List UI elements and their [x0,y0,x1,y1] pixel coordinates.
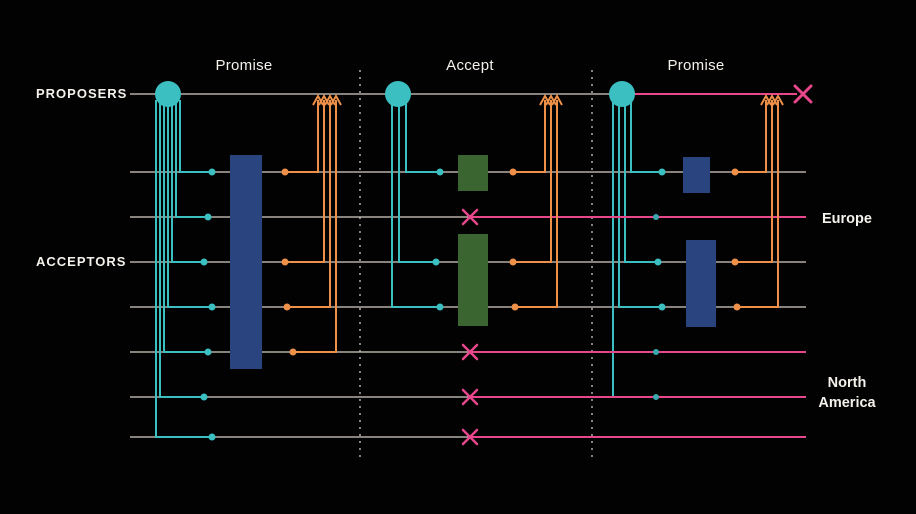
proposer-node-1 [155,81,181,107]
p1-receive-dot-2 [204,213,212,221]
p1-receive-dot-5 [204,348,212,356]
region-label-europe: Europe [822,211,872,227]
p1-send-line-4 [167,100,212,308]
p2-reply-line-2 [513,100,552,263]
p3-dead-receive-dot-3 [653,394,659,400]
p2-receive-dot-2 [432,258,440,266]
p1-reply-dot-2 [281,258,289,266]
p3-promise-block-2 [686,240,716,327]
p2-accept-block-2 [458,234,488,326]
p2-send-line-3 [391,100,440,308]
p3-receive-dot-3 [658,303,666,311]
p1-receive-dot-7 [208,433,216,441]
p3-reply-dot-1 [731,168,739,176]
p3-reply-dot-3 [733,303,741,311]
p2-reply-dot-3 [511,303,519,311]
phase-title-promise-2: Promise [667,57,725,74]
p3-reply-line-1 [735,100,767,173]
p3-reply-line-2 [735,100,773,263]
p1-send-line-6 [159,100,204,398]
p3-receive-dot-1 [658,168,666,176]
p2-reply-line-3 [515,100,558,308]
p2-send-line-1 [405,100,440,173]
p1-reply-dot-4 [289,348,297,356]
p3-promise-block-1 [683,157,710,193]
p3-receive-dot-2 [654,258,662,266]
phase-title-promise-1: Promise [215,57,273,74]
p2-reply-dot-1 [509,168,517,176]
p1-reply-dot-1 [281,168,289,176]
p3-send-line-3 [618,100,662,308]
p1-send-line-2 [175,100,208,218]
p3-reply-arrowhead-3 [772,93,784,106]
p1-send-line-5 [163,100,208,353]
failure-x-europe [461,208,479,226]
p2-reply-dot-2 [509,258,517,266]
p1-reply-dot-3 [283,303,291,311]
p1-send-line-7 [155,100,212,438]
p1-reply-line-2 [285,100,325,263]
p3-send-line-2 [624,100,658,263]
p1-reply-line-3 [287,100,331,308]
failure-x-proposer [793,84,813,104]
p1-send-line-3 [171,100,204,263]
p1-reply-line-4 [293,100,337,353]
p1-receive-dot-4 [208,303,216,311]
p2-accept-block-1 [458,155,488,191]
proposer-node-3 [609,81,635,107]
p3-reply-dot-2 [731,258,739,266]
p1-receive-dot-6 [200,393,208,401]
p2-receive-dot-3 [436,303,444,311]
phase-title-accept: Accept [446,57,494,74]
failure-x-row5 [461,343,479,361]
p2-reply-line-1 [513,100,546,173]
p2-reply-arrowhead-3 [551,93,563,106]
proposers-lane-label: PROPOSERS [36,86,128,101]
p1-send-line-1 [179,100,212,173]
p2-receive-dot-1 [436,168,444,176]
p1-receive-dot-3 [200,258,208,266]
p3-send-line-1 [630,100,662,173]
p3-dead-receive-dot-2 [653,349,659,355]
proposer-node-2 [385,81,411,107]
p1-reply-line-1 [285,100,319,173]
p1-reply-arrowhead-4 [330,93,342,106]
failure-x-row6 [461,388,479,406]
p3-dead-receive-dot-1 [653,214,659,220]
region-label-north-america: North America [818,375,876,411]
p2-send-line-2 [398,100,436,263]
p1-promise-block [230,155,262,369]
p1-receive-dot-1 [208,168,216,176]
failure-x-row7 [461,428,479,446]
p3-reply-line-3 [737,100,779,308]
acceptors-lane-label: ACCEPTORS [36,254,127,269]
